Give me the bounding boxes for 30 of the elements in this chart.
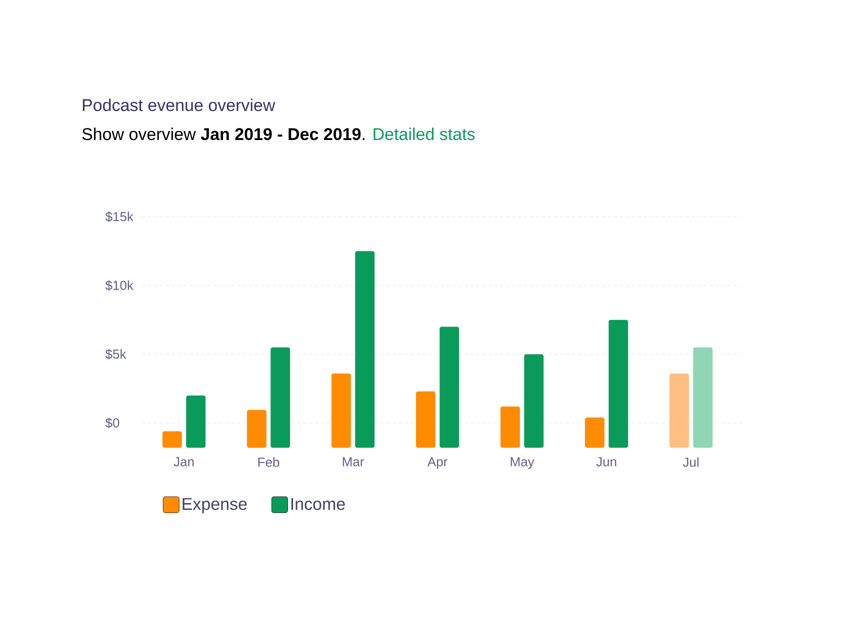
- y-tick-label: $10k: [105, 280, 134, 291]
- y-tick-label: $0: [105, 418, 120, 428]
- y-tick-label: $15k: [105, 211, 134, 222]
- bar: [162, 431, 182, 448]
- bar: [440, 326, 460, 448]
- bar: [670, 373, 689, 448]
- x-tick-label: Mar: [342, 457, 364, 466]
- x-tick-label: Jan: [174, 457, 194, 466]
- legend-label: Income: [291, 498, 345, 510]
- bar: [416, 391, 436, 448]
- bar: [355, 251, 375, 448]
- bar: [608, 320, 628, 448]
- x-tick-label: Jul: [682, 457, 698, 467]
- x-tick-label: Apr: [427, 457, 448, 469]
- bar: [584, 417, 604, 448]
- bar: [331, 373, 351, 448]
- bar: [500, 406, 520, 448]
- chart-subtitle: Show overview Jan 2019 - Dec 2019.: [82, 128, 364, 140]
- y-tick-label: $5k: [105, 348, 126, 360]
- x-tick-label: May: [510, 457, 534, 469]
- legend-label: Expense: [182, 498, 247, 514]
- bar: [186, 395, 206, 448]
- text: Detailed stats: [374, 128, 475, 140]
- bar: [270, 347, 290, 448]
- chart-title: Podcast evenue overview: [82, 98, 276, 112]
- x-tick-label: Feb: [258, 457, 280, 467]
- bar: [524, 354, 544, 448]
- bar: [693, 347, 713, 448]
- x-tick-label: Jun: [596, 457, 616, 466]
- bar: [246, 410, 266, 448]
